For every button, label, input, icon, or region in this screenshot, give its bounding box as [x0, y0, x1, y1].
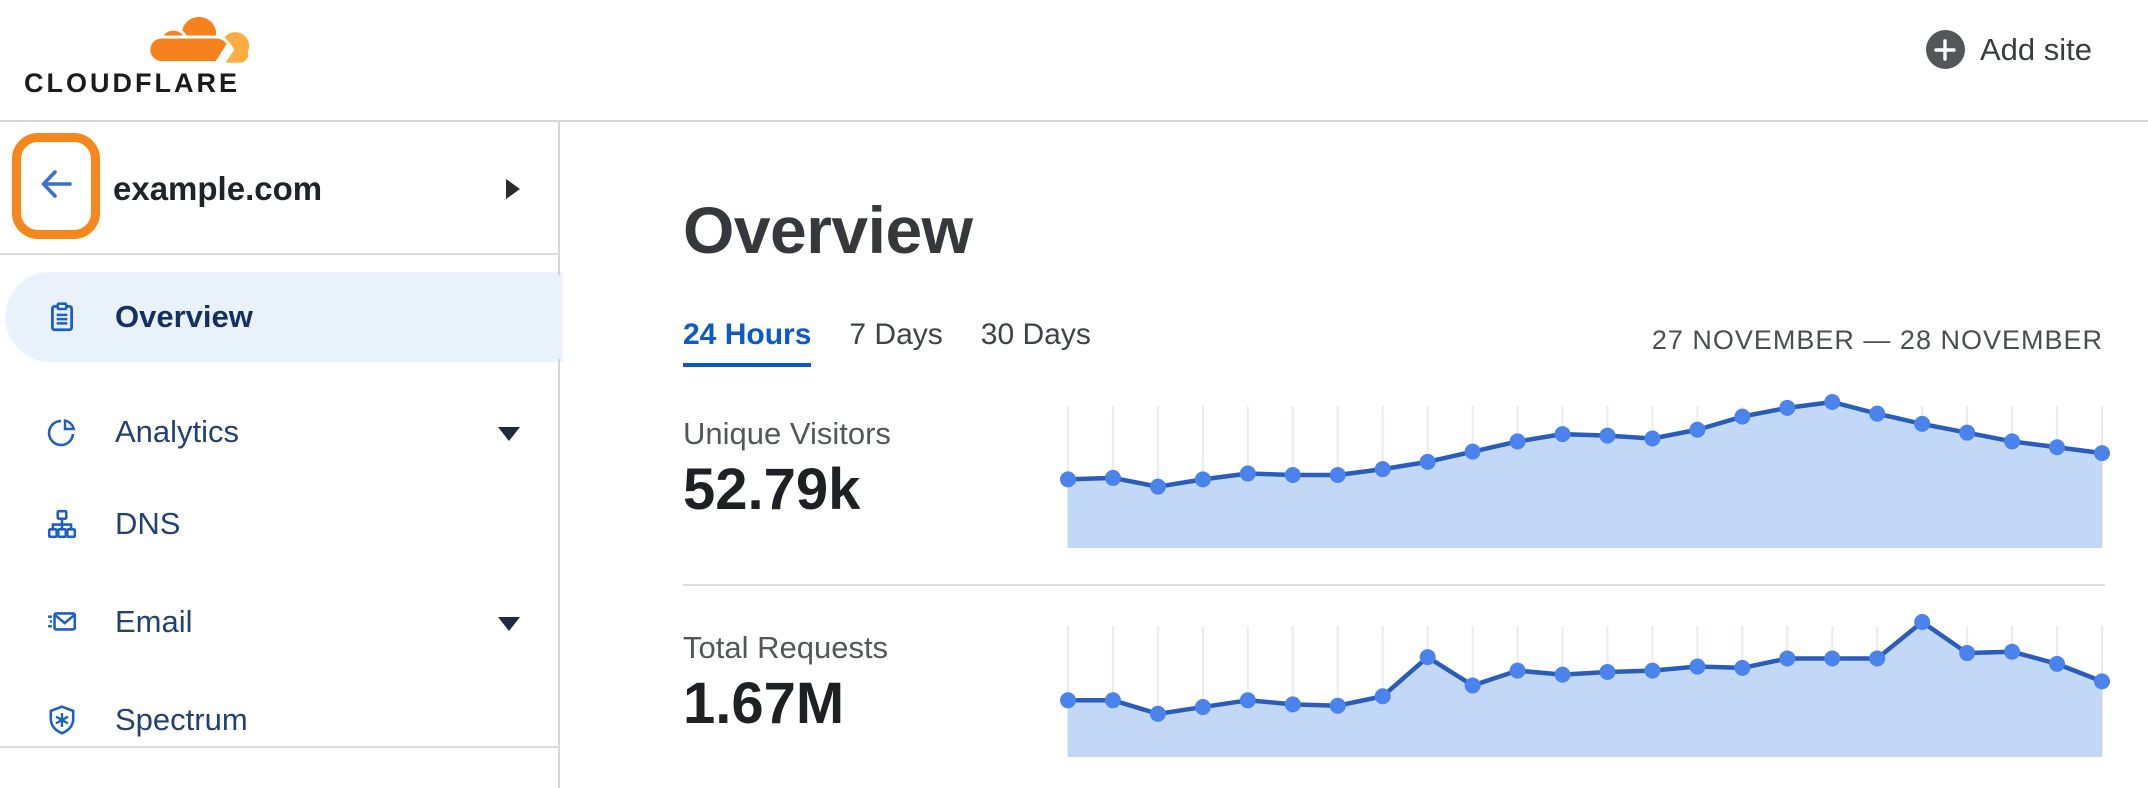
sidebar-item-label: Spectrum [115, 702, 248, 737]
sidebar-item-overview[interactable]: Overview [0, 275, 560, 359]
unique-visitors-value: 52.79k [683, 457, 861, 522]
pie-chart-icon [46, 416, 78, 448]
sidebar-item-label: Overview [115, 299, 253, 334]
plus-circle-icon [1925, 30, 1965, 69]
total-requests-value: 1.67M [683, 671, 845, 736]
caret-right-icon[interactable] [506, 179, 520, 199]
site-name[interactable]: example.com [113, 170, 323, 207]
top-header: CLOUDFLARE Add site [0, 0, 2148, 122]
tab-24-hours[interactable]: 24 Hours [683, 318, 812, 367]
sidebar-item-label: DNS [115, 506, 181, 541]
sitemap-icon [46, 508, 78, 540]
sidebar-item-dns[interactable]: DNS [0, 480, 560, 568]
sidebar-divider [0, 746, 560, 748]
sidebar-item-label: Email [115, 604, 193, 639]
page-title: Overview [683, 193, 973, 267]
date-range-label: 27 NOVEMBER — 28 NOVEMBER [1651, 325, 2103, 355]
selected-pill-background [8, 275, 560, 359]
tab-30-days[interactable]: 30 Days [980, 318, 1091, 351]
total-requests-label: Total Requests [683, 630, 889, 665]
arrow-left-icon [32, 160, 80, 213]
add-site-label: Add site [1979, 31, 2092, 67]
time-range-tabs: 24 Hours 7 Days 30 Days [683, 318, 1091, 367]
row-divider [683, 584, 2105, 586]
cloudflare-wordmark: CLOUDFLARE [24, 68, 240, 98]
tab-7-days[interactable]: 7 Days [849, 318, 943, 351]
unique-visitors-label: Unique Visitors [683, 416, 891, 451]
back-button[interactable] [12, 133, 100, 239]
site-sidebar: example.com Overview Ana [0, 122, 560, 788]
sidebar-item-analytics[interactable]: Analytics [0, 388, 560, 476]
chevron-down-icon[interactable] [498, 617, 520, 631]
total-requests-chart [1060, 610, 2110, 757]
sidebar-divider [0, 253, 560, 255]
shield-spark-icon [46, 704, 78, 736]
add-site-button[interactable]: Add site [1925, 30, 2092, 69]
email-send-icon [46, 606, 78, 638]
unique-visitors-chart [1060, 390, 2110, 548]
cloudflare-cloud-icon [140, 8, 258, 73]
clipboard-icon [46, 301, 78, 333]
cloudflare-logo[interactable]: CLOUDFLARE [24, 4, 264, 116]
sidebar-item-spectrum[interactable]: Spectrum [0, 676, 560, 764]
sidebar-item-label: Analytics [115, 414, 240, 449]
main-content: Overview 24 Hours 7 Days 30 Days 27 NOVE… [560, 122, 2148, 788]
sidebar-item-email[interactable]: Email [0, 578, 560, 666]
chevron-down-icon[interactable] [498, 427, 520, 441]
